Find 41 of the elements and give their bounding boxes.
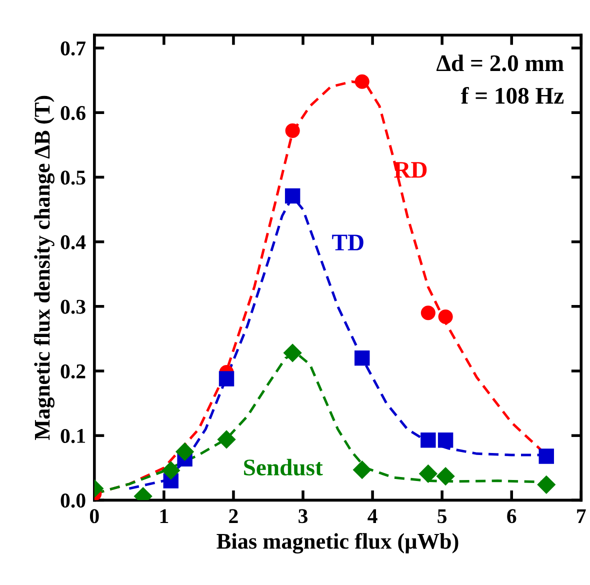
y-tick-label: 0.1 xyxy=(60,428,85,444)
x-tick-label: 3 xyxy=(298,509,308,524)
point xyxy=(175,442,194,462)
point xyxy=(217,430,236,449)
point xyxy=(283,344,302,362)
x-tick-label: 0 xyxy=(90,509,99,524)
x-axis-title: Bias magnetic flux (μWb) xyxy=(216,532,458,554)
point xyxy=(284,188,300,204)
text: RD xyxy=(394,162,427,178)
point xyxy=(436,466,455,486)
series-label: TD xyxy=(332,234,364,250)
point xyxy=(420,306,436,320)
series-label: Sendust xyxy=(244,458,323,476)
x-tick-label: 2 xyxy=(229,509,238,523)
annotation: Δd = 2.0 mm xyxy=(436,54,564,72)
point xyxy=(420,432,436,448)
y-tick-label: 0.3 xyxy=(60,300,86,314)
point xyxy=(354,350,370,366)
point xyxy=(285,123,300,138)
point xyxy=(352,460,372,480)
y-axis-title: Magnetic flux density change ΔB (T) xyxy=(34,96,54,440)
x-tick-label: 5 xyxy=(438,509,447,524)
x-tick-label: 1 xyxy=(160,509,168,523)
point xyxy=(438,309,453,324)
point xyxy=(418,464,438,484)
point xyxy=(537,475,556,494)
x-tick-label: 7 xyxy=(577,509,586,523)
y-tick-label: 0.4 xyxy=(60,235,86,250)
point xyxy=(218,371,234,386)
point xyxy=(438,432,454,448)
x-tick-label: 4 xyxy=(368,509,378,523)
point xyxy=(162,461,180,480)
y-tick-label: 0.7 xyxy=(60,41,86,56)
point xyxy=(354,74,370,89)
x-tick-label: 6 xyxy=(507,509,516,524)
y-tick-label: 0.0 xyxy=(60,494,86,508)
annotation: f = 108 Hz xyxy=(461,86,564,104)
point xyxy=(538,448,554,464)
y-tick-label: 0.2 xyxy=(60,364,86,379)
y-tick-label: 0.6 xyxy=(60,106,86,120)
y-tick-label: 0.5 xyxy=(60,170,86,185)
